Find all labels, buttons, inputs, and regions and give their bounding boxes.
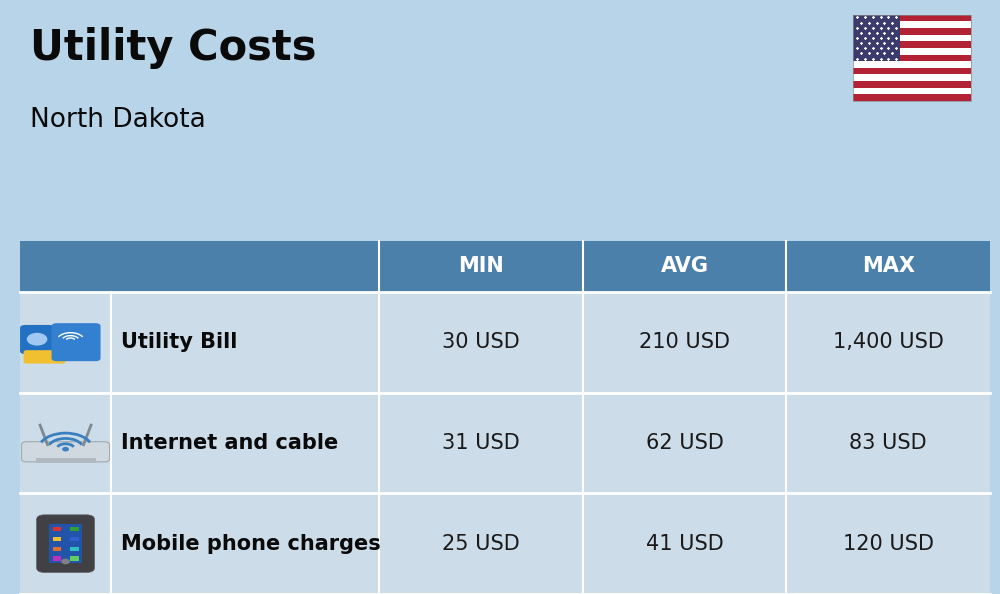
Bar	[70, 546, 79, 551]
Bar	[853, 74, 971, 81]
Text: 83 USD: 83 USD	[849, 433, 927, 453]
Text: Mobile phone charges: Mobile phone charges	[121, 533, 381, 554]
FancyBboxPatch shape	[36, 459, 96, 463]
Text: 30 USD: 30 USD	[442, 332, 520, 352]
Text: AVG: AVG	[661, 256, 709, 276]
Bar	[853, 55, 971, 61]
Bar	[20, 393, 990, 493]
Bar	[53, 537, 61, 541]
Text: 31 USD: 31 USD	[442, 433, 520, 453]
Bar	[70, 527, 79, 531]
Bar	[853, 88, 971, 94]
Text: Utility Bill: Utility Bill	[121, 332, 237, 352]
Bar	[70, 557, 79, 561]
Bar	[853, 81, 971, 88]
Bar	[853, 21, 971, 28]
Text: 120 USD: 120 USD	[843, 533, 934, 554]
Text: 41 USD: 41 USD	[646, 533, 723, 554]
Circle shape	[62, 560, 69, 564]
FancyBboxPatch shape	[20, 325, 54, 354]
Text: 62 USD: 62 USD	[646, 433, 723, 453]
Bar	[20, 292, 990, 393]
Text: MAX: MAX	[862, 256, 915, 276]
FancyBboxPatch shape	[49, 524, 82, 563]
FancyBboxPatch shape	[37, 515, 95, 573]
FancyBboxPatch shape	[24, 350, 66, 364]
Text: 25 USD: 25 USD	[442, 533, 520, 554]
Bar	[853, 15, 971, 21]
FancyBboxPatch shape	[52, 323, 101, 361]
Bar	[853, 94, 971, 101]
Bar	[70, 537, 79, 541]
Text: 1,400 USD: 1,400 USD	[833, 332, 944, 352]
Bar	[853, 42, 971, 48]
Bar	[53, 557, 61, 561]
Bar	[20, 241, 990, 292]
FancyBboxPatch shape	[22, 442, 110, 462]
Bar	[20, 493, 990, 594]
Bar	[853, 61, 971, 68]
Bar	[853, 15, 971, 101]
Text: Utility Costs: Utility Costs	[30, 27, 316, 69]
Circle shape	[27, 333, 47, 345]
Bar	[853, 28, 971, 34]
Circle shape	[63, 447, 68, 451]
Text: North Dakota: North Dakota	[30, 107, 206, 133]
Text: 210 USD: 210 USD	[639, 332, 730, 352]
Bar	[853, 34, 971, 42]
Bar	[53, 527, 61, 531]
Bar	[853, 68, 971, 74]
Bar	[853, 48, 971, 55]
Text: Internet and cable: Internet and cable	[121, 433, 338, 453]
Text: MIN: MIN	[458, 256, 504, 276]
Bar	[853, 15, 900, 61]
Bar	[53, 546, 61, 551]
